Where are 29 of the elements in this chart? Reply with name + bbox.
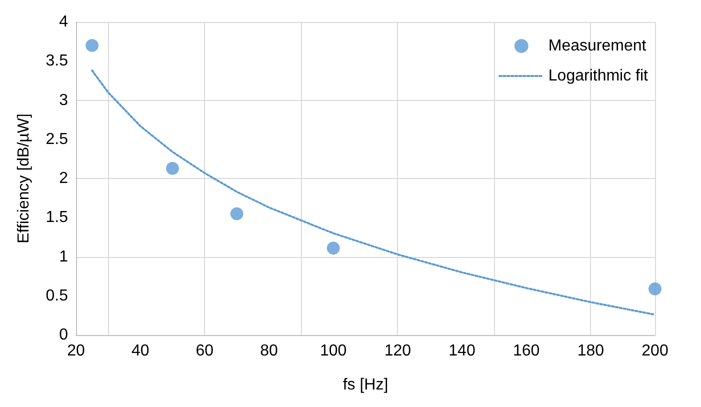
x-axis-title: fs [Hz] [342, 376, 388, 394]
point [648, 282, 662, 296]
y-tick-label: 0.5 [46, 287, 68, 304]
x-tick-label: 20 [67, 342, 85, 360]
x-tick-label: 200 [642, 342, 668, 360]
y-tick-label: 1 [59, 248, 68, 266]
point [230, 207, 244, 220]
y-tick-label: 1.5 [46, 209, 68, 226]
x-tick-label: 180 [577, 342, 604, 360]
x-tick-label: 120 [384, 342, 412, 360]
y-tick-label: 4 [59, 14, 68, 30]
point [86, 38, 99, 52]
y-axis-title: Efficiency [dB/µW] [16, 114, 32, 244]
x-tick-label: 100 [320, 342, 347, 360]
legend-label: Logarithmic fit [548, 68, 649, 84]
x-tick-label: 60 [196, 342, 214, 360]
point [326, 242, 340, 255]
line-series [91, 70, 656, 316]
y-tick-label: 3.5 [46, 52, 68, 70]
y-tick-label: 3 [59, 92, 68, 109]
legend-label: Measurement [548, 38, 647, 54]
x-tick-label: 40 [131, 342, 150, 360]
x-tick-label: 140 [448, 342, 476, 360]
point [166, 162, 179, 175]
x-tick-label: 160 [512, 342, 540, 360]
y-tick-label: 2 [59, 170, 68, 187]
y-tick-label: 2.5 [46, 130, 68, 148]
x-tick-label: 80 [260, 342, 278, 360]
y-tick-label: 0 [59, 326, 68, 344]
